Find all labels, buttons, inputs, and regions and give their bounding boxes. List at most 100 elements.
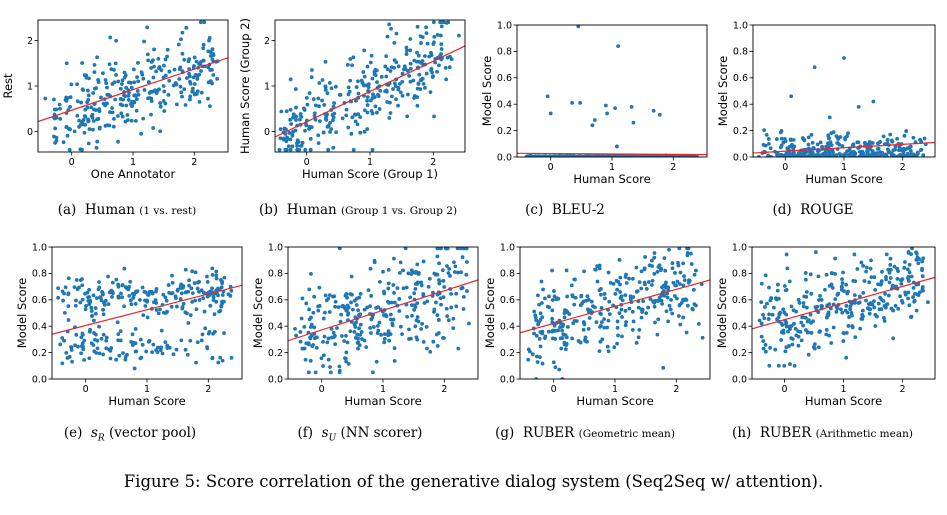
scatter-point <box>526 357 531 362</box>
scatter-point <box>52 107 57 112</box>
scatter-point <box>390 321 395 326</box>
scatter-point <box>560 377 565 379</box>
scatter-point <box>922 136 927 141</box>
scatter-point <box>331 145 336 150</box>
scatter-point <box>840 277 844 282</box>
scatter-point <box>107 123 112 128</box>
scatter-point <box>136 79 141 84</box>
scatter-point <box>325 340 330 345</box>
scatter-point <box>122 304 127 309</box>
scatter-point <box>414 269 418 274</box>
scatter-point <box>792 154 797 157</box>
scatter-point <box>116 282 121 287</box>
scatter-point <box>61 140 66 145</box>
scatter-point <box>541 287 545 292</box>
scatter-point <box>132 100 137 105</box>
scatter-point <box>377 107 382 111</box>
scatter-point <box>554 297 559 302</box>
scatter-point <box>857 294 862 299</box>
scatter-point <box>553 365 558 370</box>
scatter-point <box>413 324 418 329</box>
scatter-point <box>404 285 409 290</box>
scatter-point <box>787 279 792 284</box>
scatter-point <box>594 320 599 325</box>
scatter-point <box>322 334 327 339</box>
scatter-point <box>886 267 891 272</box>
scatter-point <box>321 130 326 135</box>
scatter-point <box>550 336 555 341</box>
scatter-point <box>77 118 82 123</box>
scatter-point <box>550 298 555 302</box>
scatter-point <box>127 294 132 298</box>
scatter-point <box>128 80 133 85</box>
scatter-point <box>435 344 440 348</box>
scatter-point <box>60 336 65 340</box>
scatter-point <box>405 114 410 119</box>
scatter-point <box>763 143 768 148</box>
scatter-point <box>408 61 413 66</box>
scatter-point <box>617 257 622 262</box>
scatter-point <box>655 269 660 274</box>
scatter-point <box>783 349 788 354</box>
scatter-point <box>43 96 48 101</box>
scatter-point <box>206 49 211 54</box>
scatter-point <box>763 349 768 354</box>
subcaption-g: (g) RUBER (Geometric mean) <box>495 425 675 441</box>
scatter-point <box>908 148 913 153</box>
scatter-point <box>108 348 113 353</box>
scatter-point <box>152 64 156 69</box>
scatter-point <box>62 310 67 315</box>
scatter-point <box>761 312 765 317</box>
scatter-point <box>194 360 198 365</box>
scatter-point <box>868 266 873 271</box>
scatter-point <box>830 271 834 276</box>
scatter-point <box>308 137 313 141</box>
scatter-point <box>602 325 607 330</box>
scatter-point <box>444 77 449 82</box>
scatter-point <box>784 345 789 350</box>
scatter-point <box>911 152 916 157</box>
scatter-point <box>122 70 127 75</box>
scatter-point <box>589 299 594 304</box>
scatter-point <box>692 272 697 277</box>
scatter-point <box>126 93 131 98</box>
scatter-point <box>422 54 427 58</box>
scatter-point <box>339 312 343 317</box>
scatter-point <box>174 347 179 352</box>
scatter-point <box>678 270 683 275</box>
scatter-point <box>851 278 856 283</box>
scatter-point <box>648 297 653 301</box>
scatter-point <box>656 317 661 322</box>
scatter-point <box>867 311 872 316</box>
scatter-point <box>441 335 445 340</box>
regression-line <box>275 45 465 138</box>
scatter-point <box>126 98 131 102</box>
scatter-point <box>623 323 628 328</box>
scatter-point <box>453 264 458 269</box>
scatter-point <box>373 104 378 109</box>
scatter-point <box>562 308 567 313</box>
scatter-point <box>446 318 451 323</box>
scatter-point <box>338 319 343 324</box>
scatter-point <box>865 153 870 157</box>
scatter-point <box>550 308 555 313</box>
y-tick-label: 0.2 <box>497 126 512 137</box>
x-tick-label: 2 <box>670 162 676 173</box>
scatter-point <box>161 98 166 103</box>
scatter-point <box>637 154 642 157</box>
scatter-point <box>285 135 290 140</box>
scatter-point <box>162 89 167 94</box>
y-tick-label: 1.0 <box>497 20 512 31</box>
scatter-point <box>106 274 110 279</box>
scatter-point <box>415 24 420 29</box>
scatter-point <box>677 247 682 251</box>
scatter-point <box>135 89 140 93</box>
scatter-point <box>323 88 328 92</box>
scatter-point <box>649 258 654 263</box>
scatter-point <box>145 25 150 30</box>
scatter-point <box>198 20 203 25</box>
scatter-point <box>584 298 588 303</box>
scatter-point <box>867 147 872 152</box>
y-axis-label: Model Score <box>15 278 29 348</box>
scatter-point <box>398 90 403 95</box>
